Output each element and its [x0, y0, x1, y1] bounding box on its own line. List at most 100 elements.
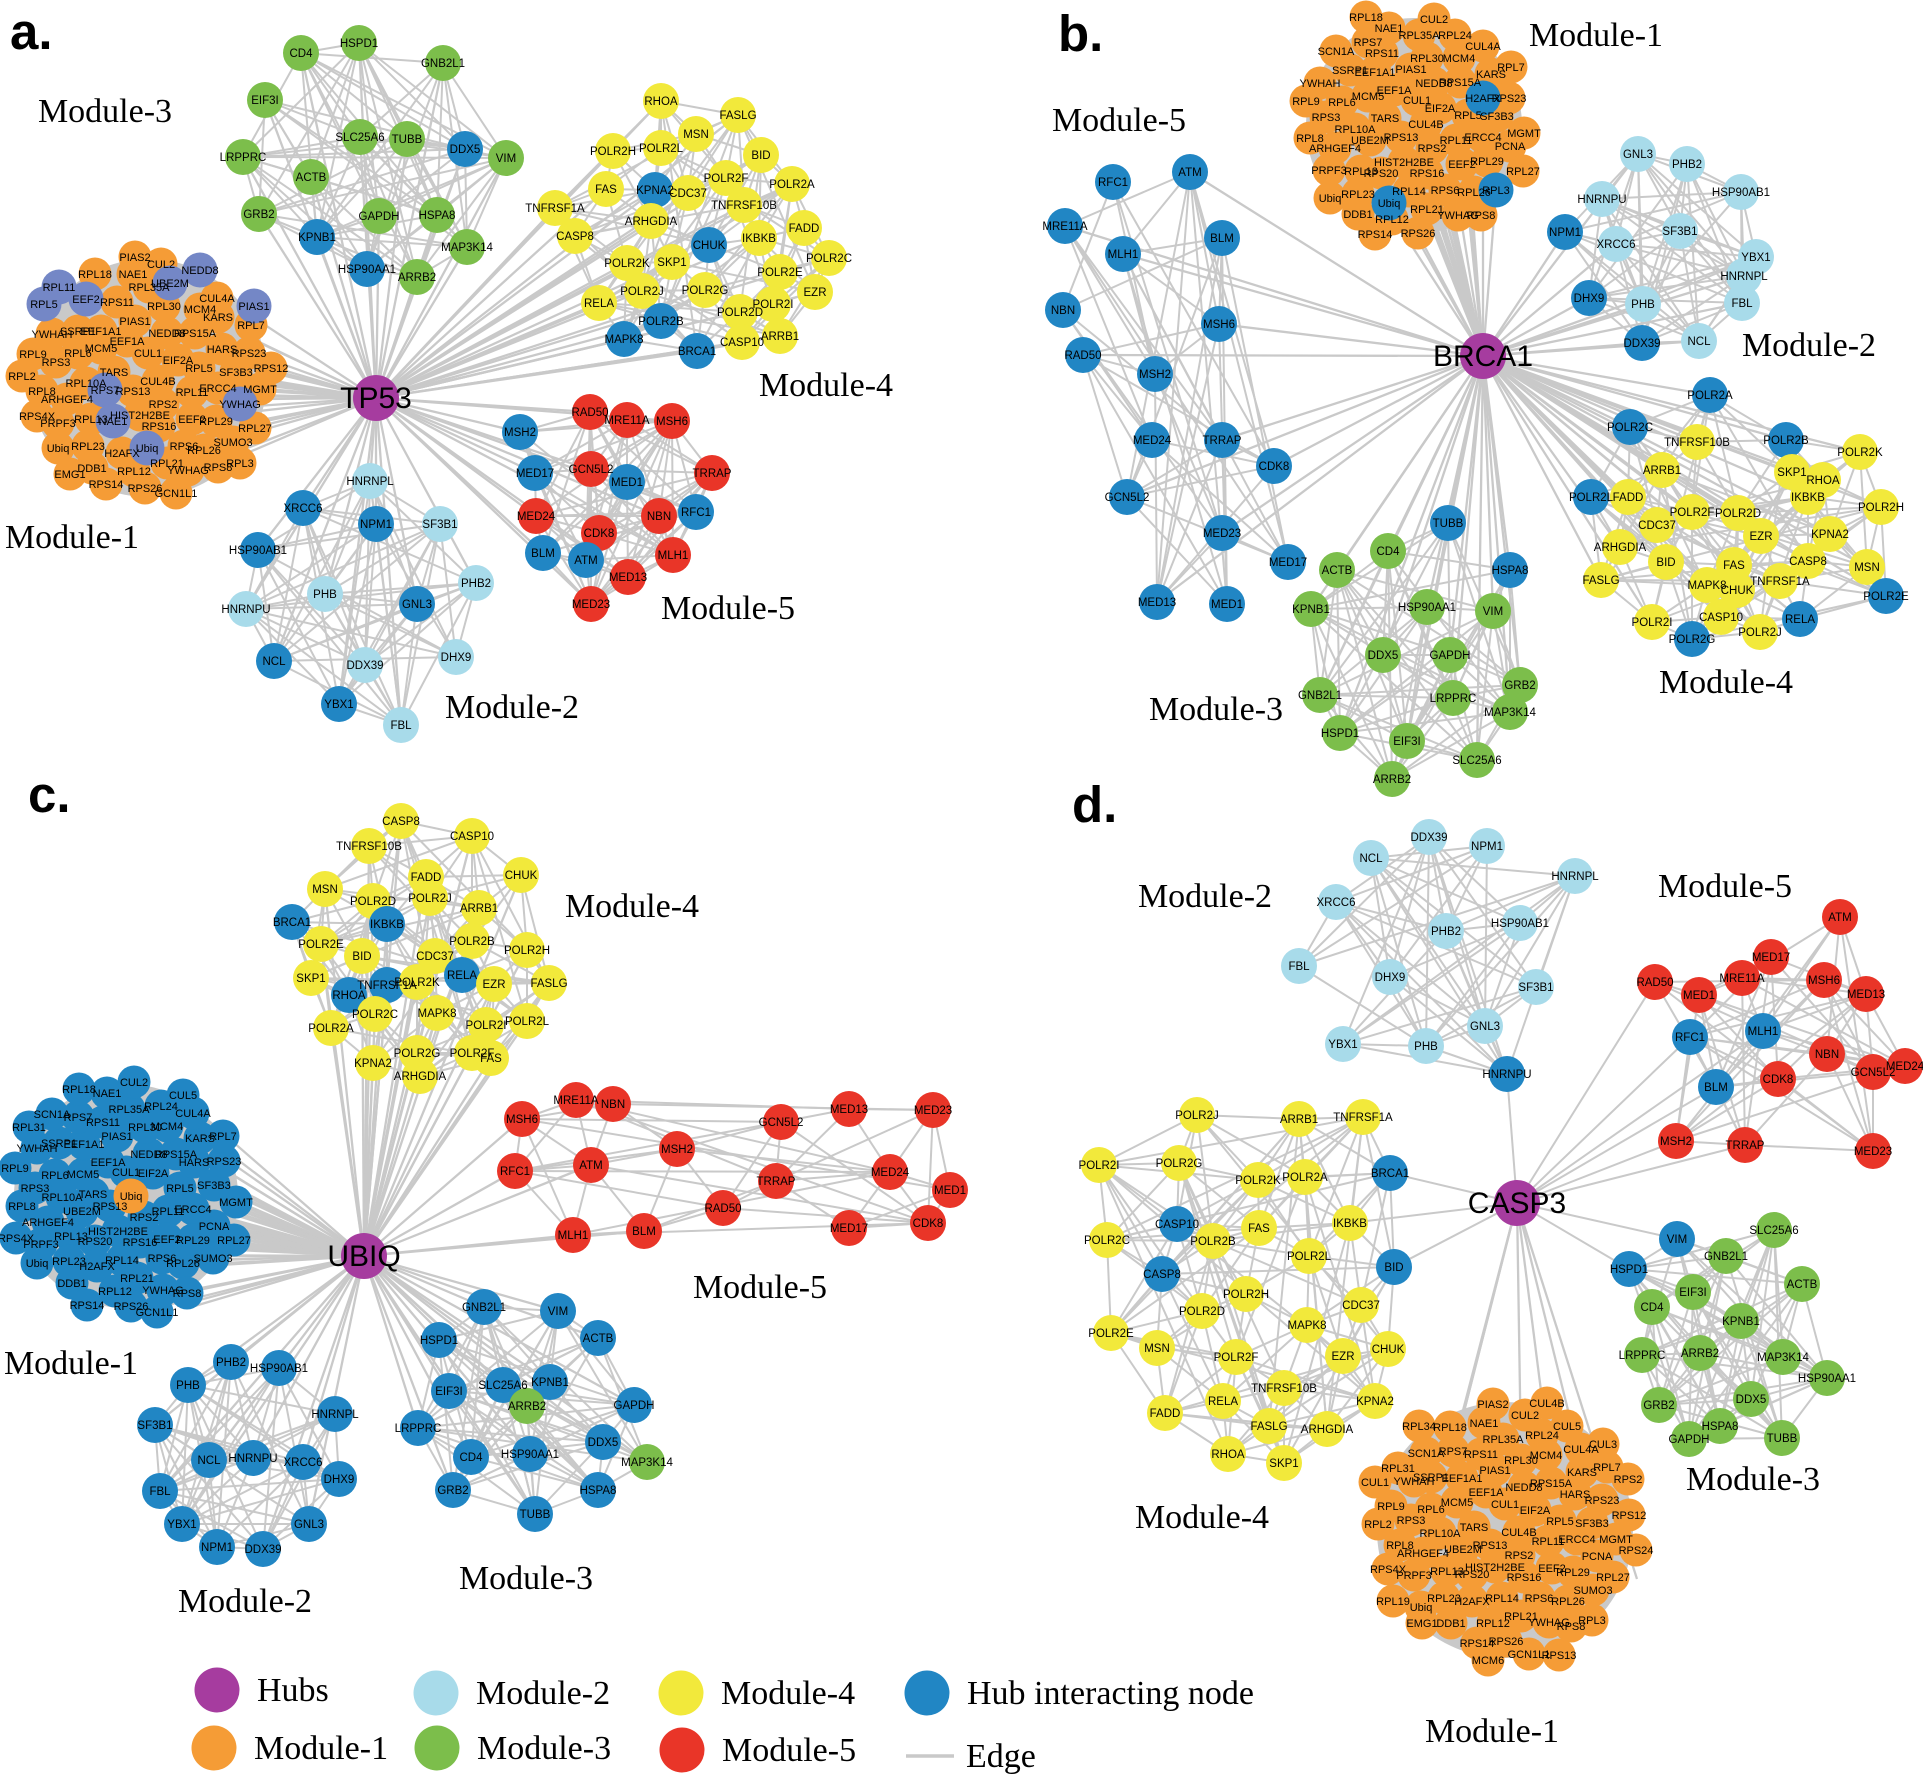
svg-text:BRCA1: BRCA1 — [678, 346, 716, 358]
svg-text:POLR2L: POLR2L — [639, 143, 684, 155]
svg-text:HSPD1: HSPD1 — [420, 1335, 458, 1347]
svg-text:ERCC4: ERCC4 — [199, 383, 236, 395]
svg-text:Module-2: Module-2 — [1138, 878, 1272, 915]
svg-text:LRPPRC: LRPPRC — [395, 1423, 442, 1435]
svg-text:GCN5L2: GCN5L2 — [759, 1117, 804, 1129]
svg-text:FBL: FBL — [1288, 961, 1310, 973]
svg-text:CASP3: CASP3 — [1468, 1187, 1566, 1220]
svg-text:RPL11: RPL11 — [1440, 135, 1473, 147]
svg-text:TNFRSF10B: TNFRSF10B — [336, 841, 402, 853]
svg-text:RPS8: RPS8 — [1467, 210, 1496, 222]
svg-text:RPL7: RPL7 — [1497, 62, 1525, 74]
svg-text:MAP3K14: MAP3K14 — [621, 1457, 673, 1469]
svg-text:CUL1: CUL1 — [1361, 1477, 1389, 1489]
svg-text:GNB2L1: GNB2L1 — [1298, 690, 1342, 702]
svg-text:CUL4B: CUL4B — [1501, 1527, 1536, 1539]
svg-text:BLM: BLM — [531, 548, 555, 560]
svg-text:RPL3: RPL3 — [1482, 185, 1510, 197]
svg-text:MGMT: MGMT — [243, 384, 277, 396]
svg-text:RPL7: RPL7 — [237, 320, 265, 332]
svg-text:KPNB1: KPNB1 — [531, 1377, 569, 1389]
svg-text:MSN: MSN — [1144, 1343, 1170, 1355]
svg-text:UBE2M: UBE2M — [63, 1206, 101, 1218]
svg-text:RHOA: RHOA — [332, 990, 366, 1002]
svg-text:FADD: FADD — [1613, 492, 1644, 504]
svg-text:DDX5: DDX5 — [450, 144, 481, 156]
svg-text:HSPA8: HSPA8 — [1492, 565, 1529, 577]
svg-text:RPL13: RPL13 — [54, 1231, 88, 1243]
svg-text:SCN1A: SCN1A — [1318, 46, 1355, 58]
svg-text:MED1: MED1 — [934, 1185, 966, 1197]
svg-text:MCM6: MCM6 — [1472, 1655, 1504, 1667]
svg-text:SF3B3: SF3B3 — [1480, 111, 1514, 123]
svg-text:TNFRSF1A: TNFRSF1A — [357, 980, 417, 992]
svg-text:MLH1: MLH1 — [1108, 249, 1139, 261]
svg-text:MED23: MED23 — [914, 1105, 952, 1117]
svg-text:NAE1: NAE1 — [1375, 23, 1404, 35]
svg-text:KPNA2: KPNA2 — [354, 1058, 392, 1070]
svg-text:POLR2H: POLR2H — [1858, 502, 1904, 514]
svg-text:c.: c. — [28, 766, 71, 823]
svg-text:NEDD8: NEDD8 — [130, 1149, 167, 1161]
svg-text:EEF1A1: EEF1A1 — [1442, 1473, 1483, 1485]
svg-text:H2AFX: H2AFX — [1454, 1596, 1490, 1608]
svg-text:XRCC6: XRCC6 — [284, 503, 323, 515]
svg-text:POLR2L: POLR2L — [1569, 492, 1614, 504]
svg-text:MCM5: MCM5 — [85, 343, 117, 355]
svg-text:YBX1: YBX1 — [1741, 252, 1770, 264]
svg-text:PCNA: PCNA — [1582, 1551, 1613, 1563]
svg-text:RPL31: RPL31 — [1381, 1463, 1415, 1475]
svg-text:RPL26: RPL26 — [1457, 187, 1491, 199]
svg-text:POLR2D: POLR2D — [1715, 508, 1761, 520]
svg-text:POLR2F: POLR2F — [450, 1048, 495, 1060]
svg-text:FAS: FAS — [1723, 560, 1745, 572]
svg-text:RPS12: RPS12 — [254, 363, 289, 375]
svg-text:NEDD8: NEDD8 — [181, 265, 218, 277]
svg-text:TNFRSF1A: TNFRSF1A — [1750, 576, 1810, 588]
svg-text:POLR2G: POLR2G — [1156, 1158, 1203, 1170]
svg-text:SF3B1: SF3B1 — [1662, 226, 1697, 238]
svg-text:GRB2: GRB2 — [1504, 680, 1535, 692]
svg-text:CASP10: CASP10 — [720, 337, 764, 349]
svg-text:EIF3I: EIF3I — [1393, 736, 1420, 748]
svg-text:RPS23: RPS23 — [1492, 93, 1527, 105]
svg-text:FASLG: FASLG — [530, 978, 567, 990]
svg-text:RPL18: RPL18 — [1349, 12, 1383, 24]
svg-text:DDB1: DDB1 — [1343, 209, 1372, 221]
svg-text:RPL9: RPL9 — [19, 349, 47, 361]
svg-text:RPS13: RPS13 — [1384, 132, 1419, 144]
svg-text:H2AFX: H2AFX — [104, 448, 140, 460]
svg-text:SF3B3: SF3B3 — [219, 367, 253, 379]
svg-text:TRRAP: TRRAP — [1203, 435, 1242, 447]
svg-text:RPS23: RPS23 — [1585, 1495, 1620, 1507]
svg-text:NCL: NCL — [197, 1455, 221, 1467]
svg-text:CASP8: CASP8 — [1143, 1269, 1181, 1281]
svg-text:POLR2B: POLR2B — [638, 316, 684, 328]
svg-text:TP53: TP53 — [340, 382, 412, 415]
svg-text:RPL11: RPL11 — [176, 387, 209, 399]
svg-text:MCM4: MCM4 — [184, 304, 216, 316]
svg-text:EEF2: EEF2 — [153, 1234, 181, 1246]
svg-text:UBE2M: UBE2M — [1351, 135, 1389, 147]
svg-text:HNRNPL: HNRNPL — [1551, 871, 1599, 883]
svg-text:RPL35A: RPL35A — [129, 282, 171, 294]
svg-text:HSP90AB1: HSP90AB1 — [229, 545, 287, 557]
svg-text:YWHAG: YWHAG — [1437, 210, 1479, 222]
svg-text:NEDD8: NEDD8 — [148, 328, 185, 340]
svg-text:RPL27: RPL27 — [217, 1235, 251, 1247]
svg-text:EMG1: EMG1 — [54, 469, 85, 481]
svg-text:PRPF3: PRPF3 — [23, 1239, 58, 1251]
svg-text:EEF1A: EEF1A — [110, 336, 146, 348]
svg-text:MAPK8: MAPK8 — [1288, 1320, 1327, 1332]
svg-text:KARS: KARS — [185, 1133, 215, 1145]
svg-text:MLH1: MLH1 — [658, 550, 689, 562]
svg-text:SSRP1: SSRP1 — [60, 326, 96, 338]
svg-text:PHB: PHB — [1414, 1041, 1438, 1053]
svg-text:MED1: MED1 — [611, 477, 643, 489]
svg-text:TARS: TARS — [100, 367, 129, 379]
svg-text:MCM5: MCM5 — [1441, 1497, 1473, 1509]
svg-text:Module-3: Module-3 — [1149, 691, 1283, 728]
svg-text:RPS23: RPS23 — [207, 1156, 242, 1168]
svg-text:DDX39: DDX39 — [346, 660, 383, 672]
svg-text:NCL: NCL — [1359, 853, 1383, 865]
